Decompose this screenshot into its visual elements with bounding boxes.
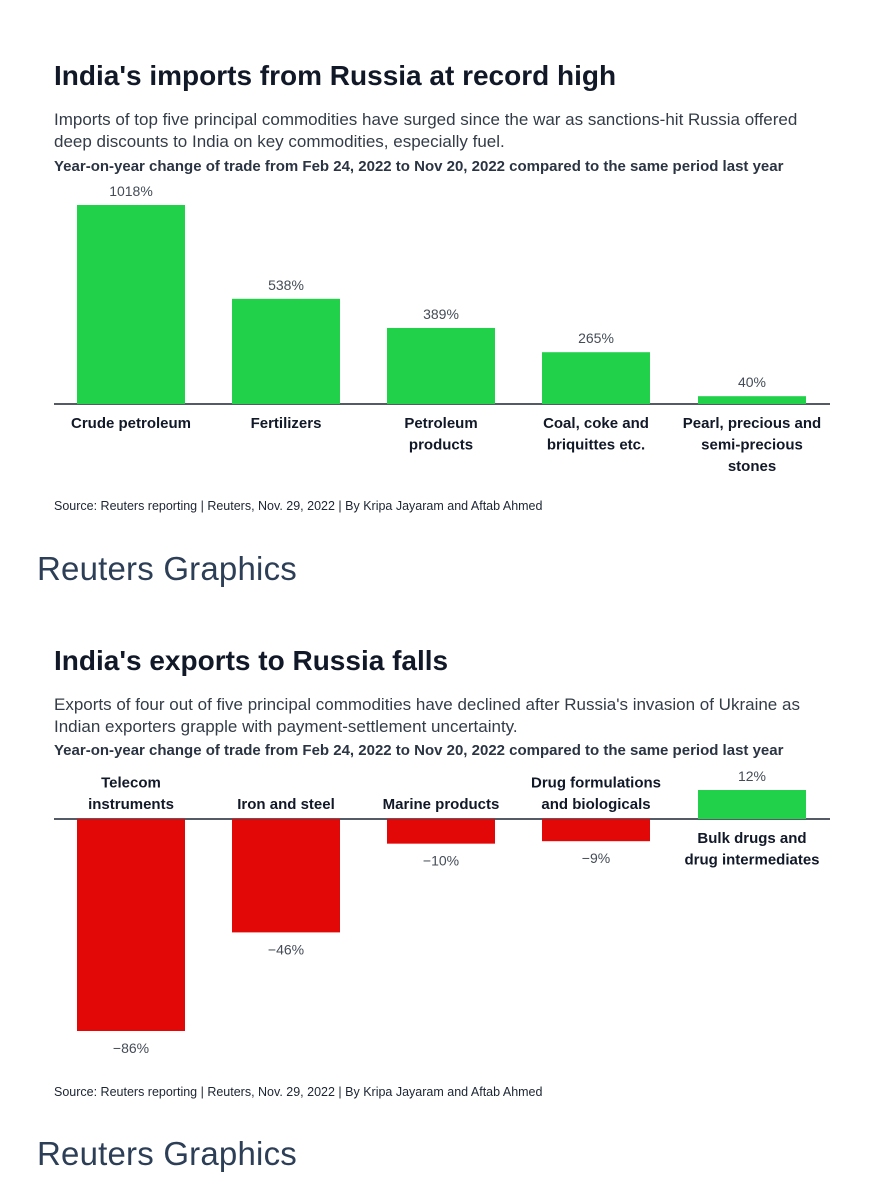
value-label: −10% (423, 853, 459, 869)
imports-bar-chart: 1018% Crude petroleum 538% Fertilizers 389% P… (54, 183, 830, 475)
bar-import-2 (387, 327, 495, 404)
value-label: 389% (423, 306, 459, 322)
imports-title: India's imports from Russia at record hi… (54, 60, 617, 91)
category-label-line: briquittes etc. (547, 437, 645, 454)
value-label: −9% (582, 850, 610, 866)
value-label: 265% (578, 330, 614, 346)
category-label-line: products (409, 437, 473, 454)
category-label-line: Pearl, precious and (683, 415, 821, 432)
category-label: Coal, coke and briquittes etc. (543, 415, 649, 454)
bar-import-4 (698, 396, 806, 404)
category-label: Petroleum products (404, 415, 477, 454)
category-label-line: Fertilizers (251, 415, 322, 432)
exports-description: Exports of four out of five principal co… (54, 695, 800, 736)
value-label: 1018% (109, 183, 153, 199)
bar-export-4 (698, 790, 806, 819)
imports-source: Source: Reuters reporting | Reuters, Nov… (54, 499, 543, 513)
exports-brand-logo: Reuters Graphics (37, 1135, 297, 1172)
category-label-line: instruments (88, 796, 174, 813)
value-label: −46% (268, 941, 304, 957)
category-label-line: and biologicals (541, 796, 650, 813)
category-label: Fertilizers (251, 415, 322, 432)
imports-chart-subtitle: Year-on-year change of trade from Feb 24… (54, 158, 784, 175)
imports-description: Imports of top five principal commoditie… (54, 110, 798, 151)
category-label: Telecom instruments (88, 775, 174, 814)
category-label: Marine products (383, 796, 500, 813)
bar-export-3 (542, 819, 650, 842)
category-label: Drug formulations and biologicals (531, 775, 661, 814)
category-label-line: semi-precious (701, 437, 803, 454)
category-label-line: Telecom (101, 775, 161, 792)
exports-title: India's exports to Russia falls (54, 645, 449, 676)
value-label: 40% (738, 374, 766, 390)
category-label: Iron and steel (237, 796, 335, 813)
exports-source: Source: Reuters reporting | Reuters, Nov… (54, 1085, 543, 1099)
value-label: 538% (268, 277, 304, 293)
category-label-line: drug intermediates (684, 852, 819, 869)
bar-export-0 (77, 819, 185, 1031)
category-label-line: Petroleum (404, 415, 477, 432)
exports-chart-subtitle: Year-on-year change of trade from Feb 24… (54, 742, 784, 759)
category-label: Pearl, precious and semi-precious stones (683, 415, 821, 475)
bar-export-1 (232, 819, 340, 933)
category-label-line: Crude petroleum (71, 415, 191, 432)
bar-import-3 (542, 352, 650, 404)
category-label-line: stones (728, 458, 776, 475)
bar-import-0 (77, 205, 185, 404)
category-label: Bulk drugs and drug intermediates (684, 830, 819, 869)
value-label: 12% (738, 768, 766, 784)
category-label-line: Marine products (383, 796, 500, 813)
category-label-line: Bulk drugs and (697, 830, 806, 847)
category-label-line: Iron and steel (237, 796, 335, 813)
category-label-line: Coal, coke and (543, 415, 649, 432)
category-label: Crude petroleum (71, 415, 191, 432)
value-label: −86% (113, 1040, 149, 1056)
bar-export-2 (387, 819, 495, 844)
bar-import-1 (232, 298, 340, 404)
category-label-line: Drug formulations (531, 775, 661, 792)
imports-brand-logo: Reuters Graphics (37, 550, 297, 587)
imports-panel: India's imports from Russia at record hi… (37, 60, 830, 587)
